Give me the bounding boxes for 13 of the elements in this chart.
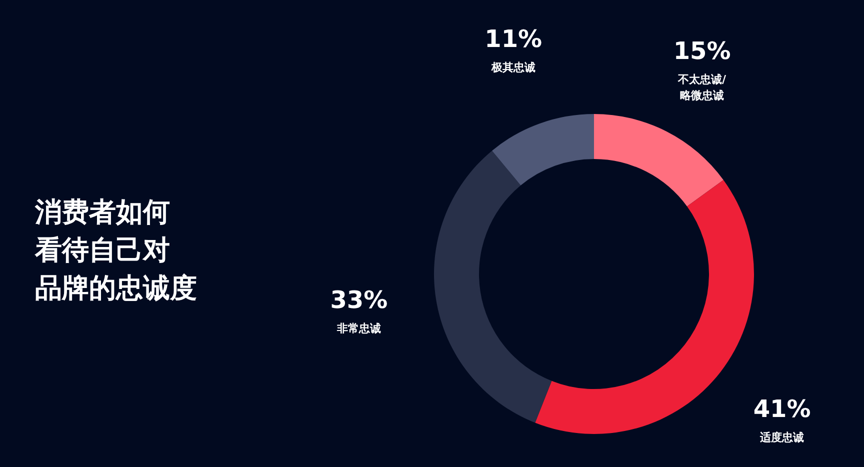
data-label: 41% <box>753 394 811 423</box>
donut-slice <box>434 150 552 423</box>
data-label: 11% <box>484 25 542 54</box>
text: 消费者如何看待自己对品牌的忠诚度 <box>34 197 197 304</box>
slice-label: 适度忠诚 <box>759 430 804 444</box>
data-label: 33% <box>330 286 388 314</box>
slice-label: 不太忠诚/略微忠诚 <box>677 72 728 102</box>
donut-slice <box>594 114 724 206</box>
slice-label: 极其忠诚 <box>490 61 536 74</box>
data-label: 15% <box>673 36 731 65</box>
donut-slice <box>492 114 594 186</box>
slice-label: 非常忠诚 <box>336 322 381 336</box>
donut-slice <box>535 180 754 434</box>
